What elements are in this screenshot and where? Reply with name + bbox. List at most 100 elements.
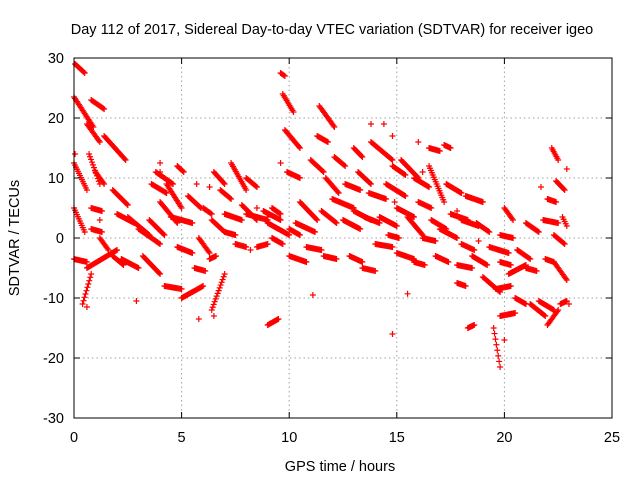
data-point <box>458 190 465 196</box>
data-point <box>296 232 303 238</box>
data-point <box>218 279 225 286</box>
data-point <box>160 231 167 238</box>
data-point <box>389 331 396 337</box>
data-point <box>243 187 250 193</box>
data-point <box>83 259 90 265</box>
data-point <box>232 232 239 238</box>
data-point <box>367 181 374 187</box>
data-point <box>486 229 493 235</box>
data-point <box>479 199 486 205</box>
data-point <box>169 180 176 187</box>
data-point <box>357 187 364 193</box>
data-point <box>534 228 541 235</box>
data-point <box>90 164 97 171</box>
data-point <box>200 283 207 289</box>
data-point <box>554 308 561 315</box>
data-point <box>496 358 503 365</box>
data-point <box>309 292 316 298</box>
data-point <box>366 180 373 187</box>
data-point <box>333 256 340 262</box>
data-point <box>264 241 271 247</box>
data-point <box>247 247 254 253</box>
y-tick-label: 0 <box>56 231 64 247</box>
data-point <box>83 304 90 310</box>
data-point <box>512 310 519 316</box>
data-point <box>228 196 235 202</box>
data-point <box>123 201 130 208</box>
data-point <box>333 220 340 226</box>
data-point <box>189 220 196 226</box>
data-point <box>96 217 103 223</box>
data-point <box>555 220 562 226</box>
data-point <box>561 241 568 247</box>
data-point <box>202 268 209 274</box>
data-point <box>501 337 508 343</box>
y-tick-label: -30 <box>43 411 64 427</box>
data-point <box>220 273 227 280</box>
data-point <box>490 325 497 331</box>
x-tick-label: 10 <box>281 430 297 446</box>
data-point <box>80 297 87 304</box>
data-point <box>275 316 282 322</box>
data-point <box>133 298 140 304</box>
data-point <box>243 244 250 250</box>
data-point <box>533 268 540 274</box>
data-point <box>509 215 516 222</box>
data-point <box>87 274 94 281</box>
x-axis: 0 5 10 15 20 25 <box>70 58 620 446</box>
data-point <box>114 247 121 253</box>
data-point <box>561 187 568 193</box>
data-point <box>80 69 87 76</box>
data-point <box>83 287 90 294</box>
data-point <box>537 184 544 190</box>
data-point <box>471 322 478 328</box>
data-point <box>85 281 92 287</box>
data-point <box>402 172 409 178</box>
data-point <box>157 241 164 247</box>
plot-area <box>71 61 572 370</box>
data-point <box>280 72 287 79</box>
data-point <box>221 181 228 187</box>
data-point <box>281 73 288 79</box>
data-point <box>475 238 482 244</box>
data-point <box>189 250 196 256</box>
data-point <box>79 301 86 307</box>
data-point <box>393 223 400 229</box>
data-point <box>563 223 570 229</box>
data-point <box>426 184 433 190</box>
data-point <box>436 148 443 154</box>
data-point <box>213 293 220 300</box>
data-point <box>319 168 326 175</box>
data-point <box>81 294 88 301</box>
data-point <box>209 304 216 311</box>
data-point <box>215 287 222 294</box>
data-point <box>264 214 271 220</box>
data-point <box>380 121 387 127</box>
data-point <box>415 139 422 145</box>
data-point <box>485 228 492 235</box>
y-tick-label: 10 <box>48 171 64 187</box>
data-point <box>277 217 284 223</box>
data-point <box>135 265 142 271</box>
data-point <box>286 232 293 238</box>
data-point <box>296 143 303 150</box>
data-point <box>210 313 217 319</box>
data-point <box>404 290 411 297</box>
data-point <box>514 247 521 253</box>
data-point <box>206 250 213 256</box>
data-point <box>560 186 567 192</box>
data-point <box>86 151 93 157</box>
data-point <box>541 312 548 319</box>
data-point <box>376 220 383 226</box>
data-point <box>312 229 319 235</box>
data-point <box>389 244 396 250</box>
data-point <box>277 160 284 166</box>
x-tick-label: 20 <box>496 430 512 446</box>
y-axis: -30 -20 -10 0 10 20 30 <box>43 51 612 427</box>
data-point <box>214 290 221 297</box>
data-point <box>454 235 461 241</box>
data-point <box>421 262 428 268</box>
data-point <box>469 265 476 271</box>
data-point <box>563 277 570 283</box>
data-point <box>100 105 107 112</box>
